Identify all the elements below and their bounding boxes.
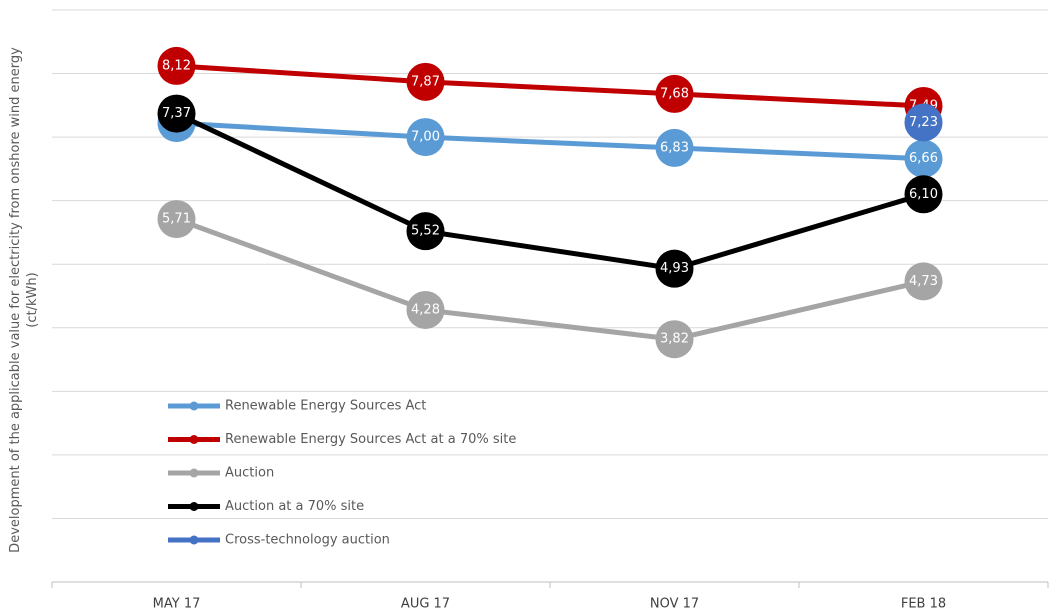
data-label: 4,93 (660, 261, 689, 276)
point (904, 175, 943, 214)
point (406, 118, 445, 157)
point (904, 103, 943, 142)
data-label: 6,66 (909, 151, 938, 166)
point (157, 200, 196, 239)
point (157, 46, 196, 85)
data-label: 7,23 (909, 115, 938, 130)
data-label: 7,00 (411, 130, 440, 145)
x-tick-label: NOV 17 (650, 597, 699, 612)
y-axis-label: Development of the applicable value for … (8, 47, 40, 553)
legend-label: Cross-technology auction (225, 533, 390, 548)
legend-marker (189, 435, 199, 444)
data-label: 4,28 (411, 302, 440, 317)
data-label: 3,82 (660, 332, 689, 347)
point (655, 128, 694, 167)
legend-label: Renewable Energy Sources Act (225, 399, 426, 414)
data-label: 5,52 (411, 224, 440, 239)
legend-label: Auction at a 70% site (225, 499, 364, 514)
data-label: 7,37 (162, 106, 191, 121)
data-label: 8,12 (162, 58, 191, 73)
legend-marker (189, 535, 199, 545)
data-label: 7,87 (411, 74, 440, 89)
line (176, 63, 924, 109)
point (157, 94, 196, 133)
line (175, 111, 925, 272)
x-tick-label: AUG 17 (401, 597, 450, 612)
data-label: 6,83 (660, 140, 689, 155)
x-tick-label: MAY 17 (153, 597, 201, 612)
data-label: 5,71 (162, 212, 191, 227)
legend-marker (189, 468, 199, 478)
point (655, 74, 694, 113)
point (655, 320, 694, 359)
data-label: 6,10 (909, 187, 938, 202)
data-label: 4,73 (909, 274, 938, 289)
line (176, 120, 924, 162)
x-tick-label: FEB 18 (901, 597, 946, 612)
point (406, 290, 445, 329)
point (655, 249, 694, 288)
legend-marker (189, 502, 199, 511)
line (175, 216, 925, 342)
point (904, 139, 943, 178)
point (406, 212, 445, 251)
legend-label: Renewable Energy Sources Act at a 70% si… (225, 432, 516, 447)
legend-label: Auction (225, 466, 274, 481)
legend-marker (189, 401, 199, 411)
data-label: 7,68 (660, 86, 689, 101)
point (406, 62, 445, 101)
point (904, 262, 943, 301)
